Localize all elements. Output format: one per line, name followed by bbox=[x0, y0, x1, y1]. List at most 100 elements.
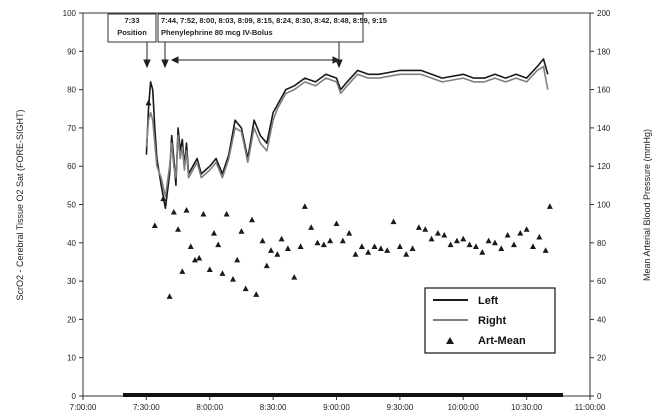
art-mean-point bbox=[504, 231, 511, 238]
annotation-phenylephrine: 7:44, 7:52, 8:00, 8:03, 8:09, 8:15, 8:24… bbox=[157, 13, 387, 43]
legend-right-label: Right bbox=[478, 315, 506, 327]
annotation-position-label: Position bbox=[117, 28, 147, 37]
art-mean-point bbox=[151, 222, 158, 228]
left-tick-label: 70 bbox=[67, 124, 76, 133]
annotation-position: 7:33 Position bbox=[107, 13, 157, 43]
art-mean-point bbox=[183, 207, 190, 213]
art-mean-point bbox=[384, 247, 391, 253]
art-mean-point bbox=[327, 237, 334, 244]
left-tick-label: 80 bbox=[67, 86, 76, 95]
art-mean-point bbox=[396, 243, 403, 250]
art-mean-point bbox=[523, 226, 530, 232]
right-tick-label: 120 bbox=[597, 162, 611, 171]
art-mean-point bbox=[223, 210, 230, 217]
annotation-phenylephrine-times: 7:44, 7:52, 8:00, 8:03, 8:09, 8:15, 8:24… bbox=[161, 16, 387, 25]
legend: Left Right Art-Mean bbox=[424, 287, 556, 354]
x-tick-label: 7:00:00 bbox=[70, 403, 97, 412]
art-mean-point bbox=[460, 235, 467, 242]
right-tick-label: 80 bbox=[597, 239, 606, 248]
art-mean-point bbox=[249, 216, 255, 223]
art-mean-point bbox=[219, 270, 226, 276]
art-mean-point bbox=[453, 237, 460, 244]
art-mean-point bbox=[358, 243, 365, 250]
legend-art-mean-marker bbox=[446, 337, 454, 344]
art-mean-point bbox=[491, 239, 498, 246]
art-mean-point bbox=[301, 203, 308, 209]
art-mean-point bbox=[320, 241, 327, 248]
left-tick-label: 90 bbox=[67, 47, 76, 56]
art-mean-point bbox=[268, 247, 275, 253]
x-tick-label: 8:30:00 bbox=[260, 403, 287, 412]
right-tick-label: 40 bbox=[597, 315, 606, 324]
art-mean-point bbox=[390, 218, 397, 225]
art-mean-point bbox=[352, 251, 359, 257]
art-mean-point bbox=[546, 203, 553, 209]
left-y-axis: 0 10 20 30 40 50 60 70 80 90 100 bbox=[63, 9, 83, 401]
art-mean-point bbox=[166, 293, 173, 299]
art-mean-point bbox=[434, 230, 441, 236]
art-mean-point bbox=[529, 243, 536, 250]
right-tick-label: 60 bbox=[597, 277, 606, 286]
art-mean-point bbox=[422, 226, 429, 232]
x-tick-label: 9:00:00 bbox=[323, 403, 350, 412]
art-mean-point bbox=[365, 249, 372, 255]
left-tick-label: 50 bbox=[67, 201, 76, 210]
right-tick-label: 180 bbox=[597, 47, 611, 56]
art-mean-point bbox=[510, 241, 517, 248]
art-mean-point bbox=[200, 210, 207, 217]
art-mean-point bbox=[210, 230, 217, 236]
right-tick-label: 20 bbox=[597, 354, 606, 363]
art-mean-point bbox=[145, 99, 152, 106]
annotation-arrows bbox=[143, 42, 343, 69]
left-tick-label: 0 bbox=[72, 392, 77, 401]
art-mean-point bbox=[441, 231, 448, 238]
art-mean-point bbox=[206, 266, 213, 273]
left-tick-label: 40 bbox=[67, 239, 76, 248]
art-mean-point bbox=[485, 237, 492, 244]
annotation-position-time: 7:33 bbox=[124, 16, 139, 25]
art-mean-point bbox=[160, 195, 167, 202]
art-mean-point bbox=[377, 245, 384, 251]
art-mean-point bbox=[308, 224, 315, 230]
x-tick-label: 9:30:00 bbox=[387, 403, 414, 412]
left-tick-label: 60 bbox=[67, 162, 76, 171]
art-mean-point bbox=[170, 208, 177, 215]
art-mean-point bbox=[229, 275, 236, 282]
art-mean-point bbox=[479, 249, 486, 255]
right-tick-label: 160 bbox=[597, 86, 611, 95]
art-mean-point bbox=[196, 254, 203, 261]
left-tick-label: 20 bbox=[67, 315, 76, 324]
x-tick-label: 11:00:00 bbox=[575, 403, 606, 412]
art-mean-point bbox=[409, 245, 416, 251]
zero-baseline bbox=[123, 393, 563, 397]
art-mean-point bbox=[263, 262, 270, 269]
art-mean-point bbox=[371, 243, 378, 250]
art-mean-point bbox=[542, 247, 549, 253]
x-tick-label: 10:30:00 bbox=[511, 403, 543, 412]
right-tick-label: 0 bbox=[597, 392, 602, 401]
art-mean-point bbox=[291, 274, 298, 280]
art-mean-point bbox=[274, 251, 281, 257]
right-y-axis: 0 20 40 60 80 100 120 140 160 180 200 bbox=[590, 9, 611, 401]
art-mean-point bbox=[536, 233, 543, 240]
right-tick-label: 200 bbox=[597, 9, 611, 18]
art-mean-point bbox=[297, 243, 304, 250]
art-mean-point bbox=[278, 235, 285, 242]
art-mean-point bbox=[498, 245, 505, 251]
right-axis-title: Mean Arterial Blood Pressure (mmHg) bbox=[642, 129, 652, 281]
art-mean-point bbox=[215, 241, 222, 248]
art-mean-point bbox=[339, 237, 346, 244]
x-tick-label: 10:00:00 bbox=[448, 403, 480, 412]
left-tick-label: 10 bbox=[67, 354, 76, 363]
art-mean-point bbox=[238, 228, 245, 234]
legend-art-mean-label: Art-Mean bbox=[478, 335, 526, 347]
art-mean-point bbox=[191, 256, 198, 263]
art-mean-point bbox=[472, 243, 479, 250]
x-tick-label: 8:00:00 bbox=[196, 403, 223, 412]
art-mean-point bbox=[346, 230, 353, 236]
x-tick-label: 7:30:00 bbox=[133, 403, 160, 412]
art-mean-point bbox=[234, 256, 241, 263]
art-mean-point bbox=[517, 230, 524, 236]
art-mean-point bbox=[403, 251, 410, 257]
